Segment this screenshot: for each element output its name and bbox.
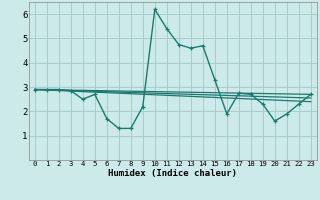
X-axis label: Humidex (Indice chaleur): Humidex (Indice chaleur) [108, 169, 237, 178]
